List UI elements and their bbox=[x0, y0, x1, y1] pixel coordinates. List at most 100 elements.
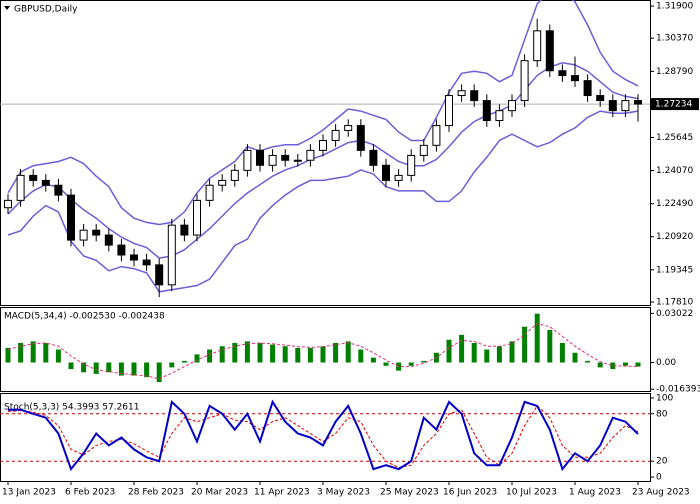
macd-bar bbox=[622, 362, 628, 366]
candle-body bbox=[167, 224, 176, 286]
candle-body bbox=[382, 164, 390, 181]
macd-bar bbox=[194, 354, 200, 363]
macd-bar bbox=[333, 342, 339, 363]
candle-body bbox=[470, 90, 479, 102]
candle-body bbox=[583, 80, 592, 97]
candle-body bbox=[117, 244, 126, 256]
macd-bar bbox=[282, 346, 288, 363]
x-tick-label: 23 Aug 2023 bbox=[632, 488, 690, 498]
candle-body bbox=[621, 100, 630, 112]
macd-bar bbox=[534, 313, 540, 363]
candle-body bbox=[205, 184, 214, 201]
macd-bar bbox=[559, 342, 565, 363]
macd-bar bbox=[43, 342, 49, 363]
candle-body bbox=[445, 95, 453, 127]
candle-body bbox=[520, 60, 529, 102]
x-tick-label: 6 Feb 2023 bbox=[65, 488, 115, 498]
x-tick-label: 1 Aug 2023 bbox=[569, 488, 621, 498]
candle-body bbox=[508, 100, 516, 112]
candle-body bbox=[155, 264, 164, 286]
x-tick-label: 28 Feb 2023 bbox=[128, 488, 184, 498]
macd-bar bbox=[496, 346, 502, 363]
macd-bar bbox=[446, 339, 452, 363]
candle-body bbox=[256, 149, 264, 166]
macd-bar bbox=[370, 357, 376, 363]
candle-body bbox=[4, 199, 12, 209]
candle-body bbox=[243, 149, 252, 171]
macd-bar bbox=[408, 362, 414, 366]
macd-bar bbox=[93, 362, 99, 374]
y-tick-label: 100 bbox=[656, 393, 673, 403]
macd-bar bbox=[169, 362, 175, 368]
current-price-label: 1.27234 bbox=[655, 100, 692, 110]
x-tick-label: 20 Mar 2023 bbox=[191, 488, 248, 498]
macd-bar bbox=[572, 352, 578, 363]
macd-bar bbox=[547, 329, 553, 363]
y-tick-label: 0.00 bbox=[656, 358, 676, 368]
candle-body bbox=[344, 125, 353, 131]
y-tick-label: 20 bbox=[656, 457, 668, 467]
x-tick-label: 13 Jan 2023 bbox=[2, 488, 56, 498]
candle-body bbox=[180, 224, 189, 236]
macd-bar bbox=[509, 341, 515, 363]
candle-body bbox=[218, 179, 227, 186]
stoch-main bbox=[8, 399, 639, 472]
y-tick-label: 1.24070 bbox=[656, 166, 693, 176]
macd-bar bbox=[522, 326, 528, 363]
candle-body bbox=[558, 70, 567, 77]
y-tick-label: 0.03022 bbox=[656, 309, 693, 319]
stoch-signal bbox=[7, 405, 639, 469]
macd-bar bbox=[106, 362, 112, 373]
x-tick-label: 3 May 2023 bbox=[317, 488, 370, 498]
macd-bar bbox=[144, 362, 150, 378]
candle-body bbox=[331, 129, 340, 141]
candle-body bbox=[457, 90, 466, 97]
candle-body bbox=[319, 139, 327, 151]
macd-bar bbox=[585, 360, 591, 363]
macd-bar bbox=[219, 346, 225, 363]
macd-bar bbox=[244, 341, 250, 363]
bollinger-lower bbox=[7, 110, 639, 293]
y-tick-label: 1.25645 bbox=[656, 133, 693, 143]
candle-body bbox=[230, 169, 239, 181]
candle-body bbox=[634, 100, 642, 105]
chart-title: GBPUSD,Daily bbox=[14, 5, 78, 15]
y-tick-label: 1.19345 bbox=[656, 265, 693, 275]
candle-body bbox=[281, 154, 290, 161]
macd-bar bbox=[270, 344, 276, 363]
macd-bar bbox=[18, 342, 24, 363]
macd-bar bbox=[421, 360, 427, 363]
macd-bar bbox=[484, 349, 490, 363]
macd-bar bbox=[156, 362, 162, 383]
candle-body bbox=[306, 149, 315, 161]
candle-body bbox=[419, 144, 428, 156]
y-tick-label: 1.31900 bbox=[656, 2, 693, 12]
candle-body bbox=[545, 30, 554, 72]
y-tick-label: 80 bbox=[656, 409, 668, 419]
macd-bar bbox=[81, 362, 87, 373]
macd-bar bbox=[610, 362, 616, 370]
macd-bar bbox=[232, 342, 238, 363]
macd-bar bbox=[68, 362, 74, 370]
macd-bar bbox=[345, 341, 351, 363]
candle-body bbox=[29, 174, 38, 181]
macd-bar bbox=[358, 349, 364, 363]
candle-body bbox=[268, 154, 277, 166]
y-tick-label: 1.20920 bbox=[656, 232, 693, 242]
main-panel bbox=[0, 0, 651, 306]
candle-body bbox=[495, 110, 504, 122]
macd-bar bbox=[118, 362, 124, 376]
stoch-label: Stoch(5,3,3) 54.3993 57.2611 bbox=[4, 403, 139, 413]
macd-bar bbox=[5, 347, 11, 363]
candle-body bbox=[432, 125, 441, 146]
x-tick-label: 16 Jun 2023 bbox=[443, 488, 497, 498]
candle-body bbox=[596, 95, 605, 102]
y-tick-label: 1.28790 bbox=[656, 67, 693, 77]
candle-body bbox=[104, 234, 113, 246]
x-tick-label: 11 Apr 2023 bbox=[254, 488, 310, 498]
y-tick-label: 1.17810 bbox=[656, 298, 693, 308]
candle-body bbox=[608, 100, 617, 112]
price-label-bg bbox=[651, 98, 699, 111]
candle-body bbox=[130, 254, 138, 261]
macd-signal bbox=[7, 322, 639, 380]
